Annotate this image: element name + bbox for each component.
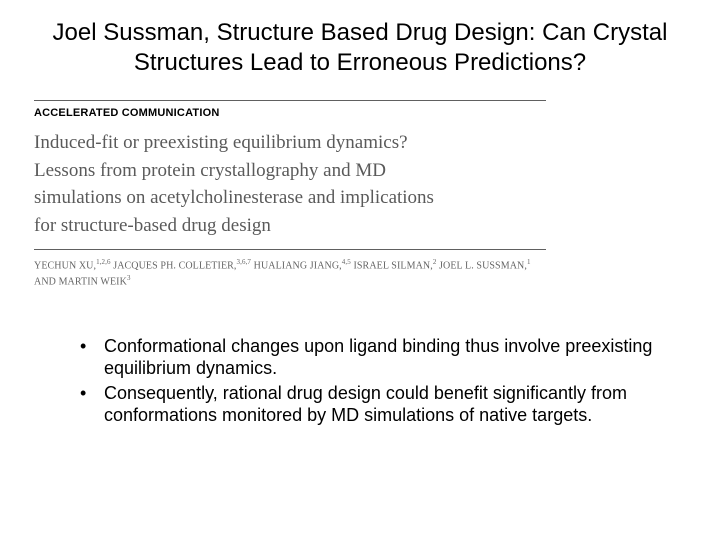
bullet-text: Consequently, rational drug design could… xyxy=(104,382,666,427)
bullet-list: • Conformational changes upon ligand bin… xyxy=(34,335,686,427)
paper-title-line: simulations on acetylcholinesterase and … xyxy=(34,187,434,208)
paper-title: Induced-fit or preexisting equilibrium d… xyxy=(34,129,546,239)
slide-title: Joel Sussman, Structure Based Drug Desig… xyxy=(34,18,686,78)
paper-citation-block: ACCELERATED COMMUNICATION Induced-fit or… xyxy=(34,100,546,289)
section-label: ACCELERATED COMMUNICATION xyxy=(34,107,546,119)
paper-title-line: for structure-based drug design xyxy=(34,215,271,236)
list-item: • Consequently, rational drug design cou… xyxy=(78,382,666,427)
bullet-marker: • xyxy=(78,382,104,405)
paper-title-line: Induced-fit or preexisting equilibrium d… xyxy=(34,132,408,153)
divider-bottom xyxy=(34,249,546,250)
paper-title-line: Lessons from protein crystallography and… xyxy=(34,160,386,181)
paper-authors: YECHUN XU,1,2,6 JACQUES PH. COLLETIER,3,… xyxy=(34,258,546,289)
bullet-text: Conformational changes upon ligand bindi… xyxy=(104,335,666,380)
bullet-marker: • xyxy=(78,335,104,358)
divider-top xyxy=(34,100,546,101)
list-item: • Conformational changes upon ligand bin… xyxy=(78,335,666,380)
slide-container: Joel Sussman, Structure Based Drug Desig… xyxy=(0,0,720,540)
